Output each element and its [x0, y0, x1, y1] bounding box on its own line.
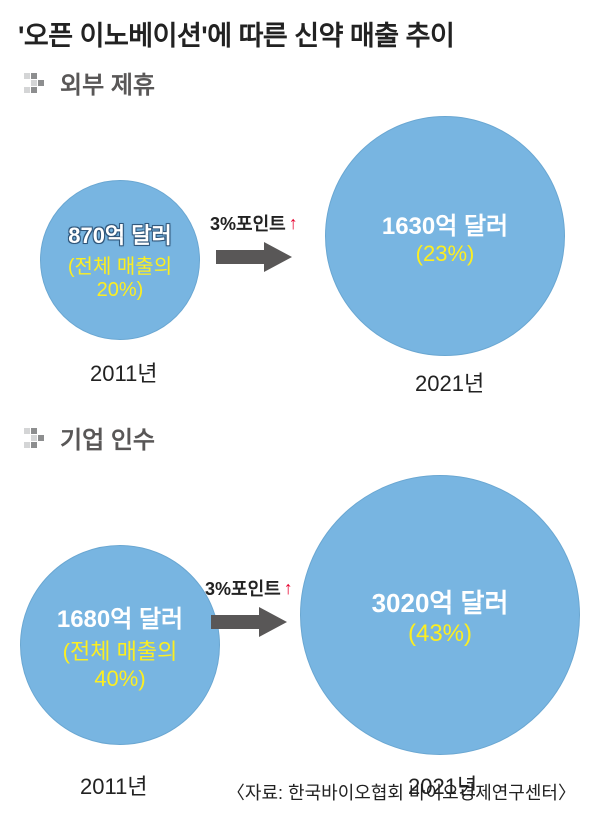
subtitle-2: 기업 인수	[60, 420, 155, 455]
row-2: 1680억 달러 (전체 매출의 40%) 3020억 달러 (43%) 3%포…	[0, 455, 600, 815]
up-arrow-icon: ↑	[289, 213, 298, 234]
arrow-label-text-1: 3%포인트	[210, 210, 286, 236]
pct-prefix-2011-acq: (전체 매출의	[63, 634, 178, 666]
subtitle-row-1: 외부 제휴	[0, 65, 600, 100]
section-external: 외부 제휴 870억 달러 (전체 매출의 20%) 1630억 달러 (23%…	[0, 65, 600, 410]
pct-2021-ext: (23%)	[416, 241, 475, 267]
circle-2021-acq: 3020억 달러 (43%)	[300, 475, 580, 755]
pct-2011-ext: 20%)	[97, 279, 144, 302]
amount-2021-acq: 3020억 달러	[372, 583, 509, 620]
subtitle-row-2: 기업 인수	[0, 420, 600, 455]
right-arrow-icon	[214, 240, 294, 274]
pct-2021-acq: (43%)	[408, 620, 472, 648]
year-2011-ext: 2011년	[90, 356, 158, 388]
up-arrow-icon: ↑	[284, 578, 293, 599]
chevron-pattern-icon	[24, 428, 52, 448]
year-2021-ext: 2021년	[415, 366, 484, 398]
arrow-label-1: 3%포인트 ↑	[210, 210, 298, 236]
row-1: 870억 달러 (전체 매출의 20%) 1630억 달러 (23%) 3%포인…	[0, 100, 600, 410]
section-acquisition: 기업 인수 1680억 달러 (전체 매출의 40%) 3020억 달러 (43…	[0, 420, 600, 815]
source-footer: 〈자료: 한국바이오협회 바이오경제연구센터〉	[227, 779, 576, 805]
circle-2011-acq: 1680억 달러 (전체 매출의 40%)	[20, 545, 220, 745]
right-arrow-icon	[209, 605, 289, 639]
pct-prefix-2011-ext: (전체 매출의	[68, 250, 172, 279]
amount-2011-ext: 870억 달러	[68, 218, 172, 250]
pct-2011-acq: 40%)	[94, 666, 145, 692]
chevron-pattern-icon	[24, 73, 52, 93]
subtitle-1: 외부 제휴	[60, 65, 155, 100]
circle-2011-external: 870억 달러 (전체 매출의 20%)	[40, 180, 200, 340]
arrow-label-text-2: 3%포인트	[205, 575, 281, 601]
chart-title: '오픈 이노베이션'에 따른 신약 매출 추이	[0, 0, 600, 53]
circle-2021-external: 1630억 달러 (23%)	[325, 116, 565, 356]
arrow-label-2: 3%포인트 ↑	[205, 575, 293, 601]
arrow-block-2: 3%포인트 ↑	[205, 575, 293, 639]
amount-2011-acq: 1680억 달러	[57, 599, 183, 634]
arrow-block-1: 3%포인트 ↑	[210, 210, 298, 274]
amount-2021-ext: 1630억 달러	[382, 206, 508, 241]
year-2011-acq: 2011년	[80, 769, 148, 801]
